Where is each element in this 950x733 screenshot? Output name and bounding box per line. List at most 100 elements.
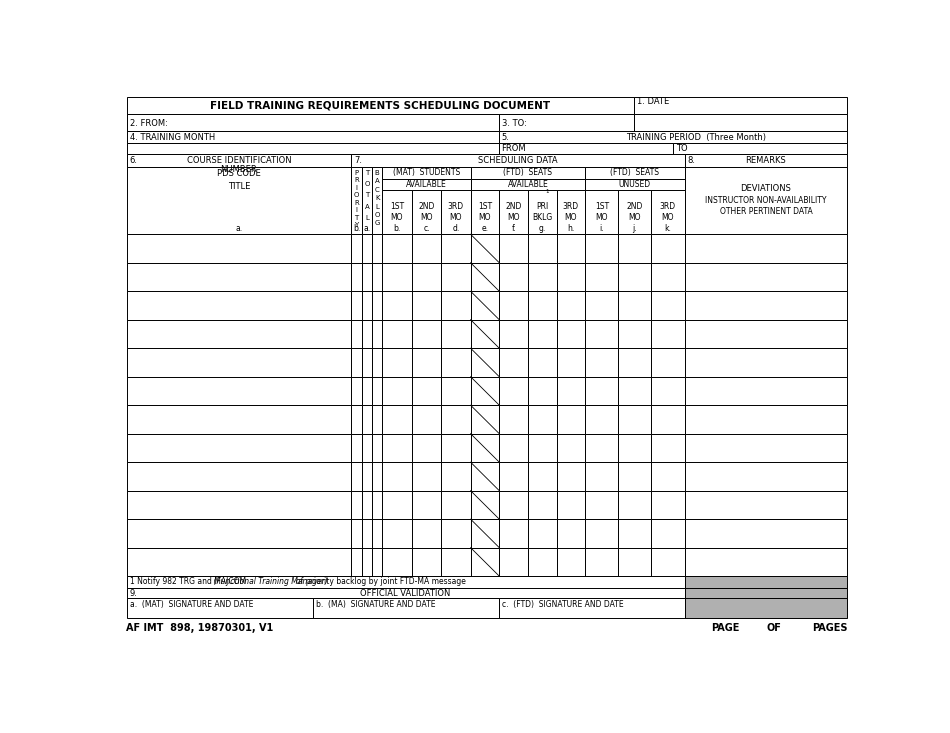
Bar: [685, 519, 847, 548]
Bar: [126, 320, 352, 348]
Bar: [441, 235, 470, 262]
Bar: [382, 548, 411, 576]
Bar: [126, 291, 352, 320]
Bar: [500, 490, 528, 519]
Text: R: R: [354, 177, 359, 183]
Bar: [126, 262, 352, 291]
Bar: [126, 348, 352, 377]
Bar: [352, 548, 362, 576]
Bar: [618, 519, 652, 548]
Bar: [528, 519, 557, 548]
Text: f.: f.: [511, 224, 516, 233]
Bar: [618, 348, 652, 377]
Text: (FTD)  SEATS: (FTD) SEATS: [504, 168, 553, 177]
Bar: [362, 490, 372, 519]
Bar: [352, 320, 362, 348]
Bar: [470, 490, 500, 519]
Bar: [635, 97, 847, 114]
Bar: [352, 291, 362, 320]
Bar: [618, 377, 652, 405]
Bar: [652, 320, 685, 348]
Text: C: C: [375, 187, 380, 193]
Text: PDS CODE: PDS CODE: [217, 169, 260, 178]
Bar: [685, 154, 847, 166]
Bar: [382, 179, 470, 190]
Bar: [441, 490, 470, 519]
Text: TO: TO: [676, 144, 688, 153]
Bar: [382, 262, 411, 291]
Text: P: P: [354, 169, 359, 176]
Bar: [411, 190, 441, 235]
Text: 2ND
MO: 2ND MO: [505, 202, 522, 221]
Bar: [441, 262, 470, 291]
Bar: [441, 519, 470, 548]
Bar: [470, 262, 500, 291]
Bar: [557, 291, 585, 320]
Text: 1ST
MO: 1ST MO: [595, 202, 609, 221]
Text: j.: j.: [633, 224, 637, 233]
Bar: [362, 320, 372, 348]
Bar: [411, 291, 441, 320]
Text: (Functional Training Manager): (Functional Training Manager): [211, 578, 330, 586]
Bar: [528, 490, 557, 519]
Bar: [652, 262, 685, 291]
Text: SCHEDULING DATA: SCHEDULING DATA: [478, 156, 558, 165]
Bar: [585, 377, 618, 405]
Bar: [470, 463, 500, 490]
Bar: [652, 291, 685, 320]
Bar: [652, 463, 685, 490]
Text: 2ND
MO: 2ND MO: [418, 202, 434, 221]
Bar: [352, 166, 362, 235]
Bar: [441, 434, 470, 463]
Text: (FTD)  SEATS: (FTD) SEATS: [611, 168, 659, 177]
Text: PRI
BKLG: PRI BKLG: [532, 202, 552, 221]
Text: d.: d.: [452, 224, 460, 233]
Bar: [470, 320, 500, 348]
Bar: [585, 463, 618, 490]
Bar: [528, 320, 557, 348]
Bar: [382, 166, 470, 179]
Text: T: T: [365, 192, 370, 198]
Bar: [352, 348, 362, 377]
Bar: [362, 262, 372, 291]
Bar: [557, 519, 585, 548]
Bar: [411, 463, 441, 490]
Bar: [126, 598, 313, 619]
Text: 3RD
MO: 3RD MO: [660, 202, 676, 221]
Bar: [372, 166, 382, 235]
Bar: [126, 166, 352, 235]
Bar: [528, 434, 557, 463]
Bar: [126, 377, 352, 405]
Bar: [470, 377, 500, 405]
Bar: [362, 291, 372, 320]
Bar: [411, 262, 441, 291]
Bar: [652, 348, 685, 377]
Bar: [618, 405, 652, 434]
Bar: [557, 190, 585, 235]
Bar: [362, 519, 372, 548]
Bar: [441, 348, 470, 377]
Bar: [411, 377, 441, 405]
Bar: [557, 548, 585, 576]
Bar: [499, 144, 673, 154]
Bar: [500, 190, 528, 235]
Bar: [352, 262, 362, 291]
Bar: [685, 588, 847, 598]
Bar: [470, 405, 500, 434]
Bar: [557, 405, 585, 434]
Bar: [528, 235, 557, 262]
Text: I: I: [355, 207, 357, 213]
Bar: [685, 166, 847, 235]
Bar: [652, 548, 685, 576]
Bar: [500, 434, 528, 463]
Bar: [470, 190, 500, 235]
Bar: [411, 235, 441, 262]
Text: h.: h.: [567, 224, 575, 233]
Bar: [618, 291, 652, 320]
Bar: [585, 548, 618, 576]
Bar: [126, 576, 685, 588]
Bar: [585, 190, 618, 235]
Bar: [126, 114, 499, 131]
Text: c.  (FTD)  SIGNATURE AND DATE: c. (FTD) SIGNATURE AND DATE: [502, 600, 623, 609]
Bar: [585, 320, 618, 348]
